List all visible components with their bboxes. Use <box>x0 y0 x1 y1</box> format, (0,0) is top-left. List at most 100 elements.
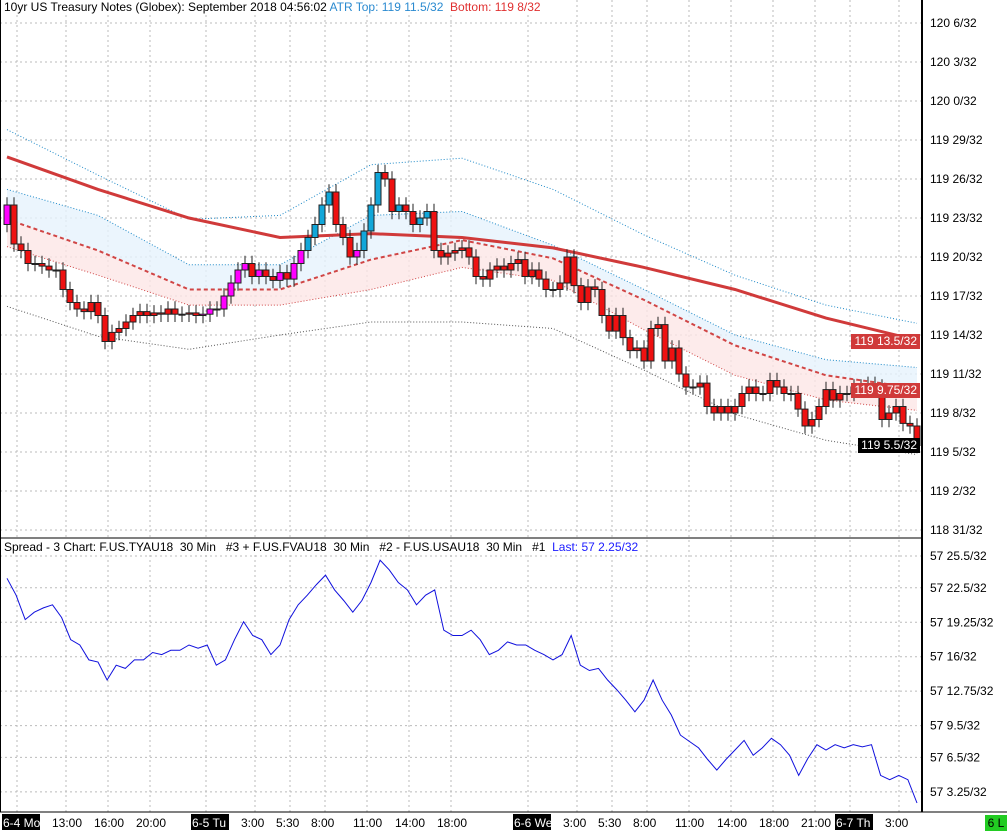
spread-axis-label: 57 6.5/32 <box>930 750 980 764</box>
candle-body <box>185 312 193 315</box>
candle-body <box>262 269 270 277</box>
candle-body <box>45 265 53 271</box>
candle-body <box>220 295 228 310</box>
candle-body <box>626 337 634 352</box>
candle-body <box>381 172 389 180</box>
candle-body <box>143 311 151 317</box>
candle-body <box>465 247 473 258</box>
candle-body <box>395 204 403 212</box>
candle-body <box>227 282 235 297</box>
candle-body <box>367 204 375 232</box>
price-tag-mid: 119 9.75/32 <box>851 383 920 398</box>
time-axis-label: 5:30 <box>276 816 300 830</box>
time-axis-day-label: 6-5 Tu <box>192 816 226 830</box>
spread-axis-label: 57 25.5/32 <box>930 549 987 563</box>
candle-body <box>325 191 333 206</box>
price-axis-label: 118 31/32 <box>930 523 983 537</box>
candle-body <box>682 373 690 388</box>
price-axis-label: 119 11/32 <box>930 367 982 381</box>
candle-body <box>311 224 319 238</box>
candle-body <box>752 386 760 394</box>
time-axis-label: 11:00 <box>353 816 382 830</box>
candle-body <box>234 269 242 284</box>
price-axis-label: 119 2/32 <box>930 484 976 498</box>
price-axis-label: 120 0/32 <box>930 94 977 108</box>
candle-body <box>374 172 382 206</box>
candle-body <box>101 315 109 342</box>
upper-outer-band <box>6 129 918 324</box>
candle-body <box>430 211 438 251</box>
price-axis-label: 120 3/32 <box>930 55 977 69</box>
candle-body <box>269 276 277 281</box>
candle-body <box>759 393 767 395</box>
candle-body <box>444 252 452 258</box>
candle-body <box>206 308 214 315</box>
candle-body <box>31 263 39 265</box>
candle-body <box>766 380 774 394</box>
candle-body <box>66 289 74 303</box>
spread-axis-label: 57 22.5/32 <box>930 581 987 595</box>
candle-body <box>73 302 81 310</box>
candle-body <box>304 237 312 251</box>
candle-body <box>570 256 578 287</box>
candle-body <box>409 211 417 225</box>
candle-body <box>94 302 102 316</box>
time-axis-label: 3:00 <box>885 816 909 830</box>
price-tag-ma: 119 13.5/32 <box>851 334 920 349</box>
candle-body <box>276 272 284 281</box>
candle-body <box>38 263 46 267</box>
candle-body <box>640 347 648 362</box>
candle-body <box>703 382 711 408</box>
candle-body <box>822 389 830 408</box>
candle-body <box>906 422 914 427</box>
price-axis-label: 119 14/32 <box>930 328 983 342</box>
spread-axis-label: 57 19.25/32 <box>930 615 994 629</box>
candle-body <box>815 406 823 420</box>
day-label-bg <box>835 814 873 830</box>
price-axis-label: 119 26/32 <box>930 172 983 186</box>
time-axis-label: 14:00 <box>395 816 425 830</box>
band-fill-upper <box>7 189 917 389</box>
candle-body <box>360 230 368 251</box>
lower-inner-band <box>6 246 918 411</box>
time-axis-label: 11:00 <box>675 816 704 830</box>
atr-bottom-label: Bottom: 119 8/32 <box>450 0 541 14</box>
candle-body <box>178 313 186 316</box>
candle-body <box>619 315 627 339</box>
day-label-bg <box>2 814 40 830</box>
candle-body <box>675 347 683 375</box>
candle-body <box>528 269 536 277</box>
candle-body <box>556 282 564 290</box>
candle-body <box>493 265 501 271</box>
moving-average-line <box>6 155 918 342</box>
candle-body <box>787 393 795 395</box>
candle-body <box>59 269 67 290</box>
candle-body <box>150 312 158 316</box>
candle-body <box>332 191 340 225</box>
day-label-bg <box>191 814 229 830</box>
price-axis-label: 119 17/32 <box>930 289 983 303</box>
candle-body <box>416 217 424 225</box>
candle-body <box>297 250 305 264</box>
candle-body <box>773 380 781 388</box>
candle-body <box>661 324 669 362</box>
spread-axis-label: 57 3.25/32 <box>930 785 987 799</box>
day-label-bg <box>513 814 551 830</box>
candle-body <box>283 272 291 280</box>
candle-body <box>241 263 249 271</box>
candle-body <box>437 250 445 258</box>
candle-body <box>164 308 172 315</box>
price-axis-label: 120 6/32 <box>930 16 977 30</box>
candle-body <box>199 313 207 317</box>
price-axis-label: 119 29/32 <box>930 133 983 147</box>
time-axis-label: 18:00 <box>759 816 789 830</box>
lower-outer-band <box>6 305 918 456</box>
middle-band <box>6 218 918 390</box>
candle-body <box>885 412 893 420</box>
candle-body <box>633 347 641 352</box>
time-axis-day-label: 6-6 We <box>514 816 553 830</box>
candle-body <box>605 315 613 332</box>
spread-axis-label: 57 16/32 <box>930 650 977 664</box>
spread-header: Spread - 3 Chart: F.US.TYAU18 30 Min #3 … <box>4 540 639 555</box>
